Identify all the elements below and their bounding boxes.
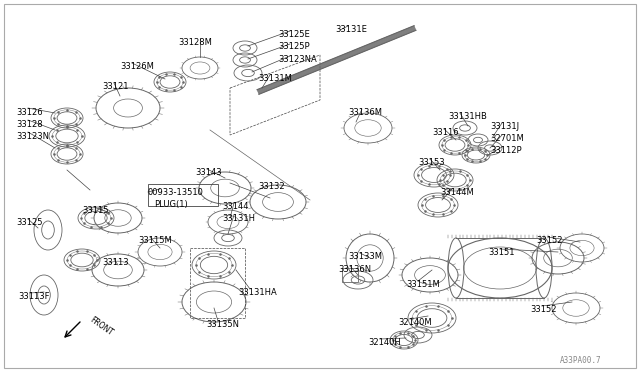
Text: 33113: 33113	[102, 258, 129, 267]
Text: 33125P: 33125P	[278, 42, 310, 51]
Text: 33115: 33115	[82, 206, 109, 215]
Text: 33144M: 33144M	[440, 188, 474, 197]
Bar	[190, 248, 245, 318]
Text: 33151M: 33151M	[406, 280, 440, 289]
Text: 33131HA: 33131HA	[238, 288, 276, 297]
Text: 33112P: 33112P	[490, 146, 522, 155]
Text: 33131HB: 33131HB	[448, 112, 487, 121]
Text: 33126: 33126	[16, 108, 43, 117]
Text: 33151: 33151	[488, 248, 515, 257]
Text: 33115M: 33115M	[138, 236, 172, 245]
Text: 33152: 33152	[536, 236, 563, 245]
Text: FRONT: FRONT	[88, 315, 115, 337]
Text: 33125E: 33125E	[278, 30, 310, 39]
Text: 33113F: 33113F	[18, 292, 49, 301]
Text: 33143: 33143	[195, 168, 221, 177]
Text: 33131H: 33131H	[222, 214, 255, 223]
Text: A33PA00.7: A33PA00.7	[560, 356, 602, 365]
Text: 33133M: 33133M	[348, 252, 382, 261]
Text: 33121: 33121	[102, 82, 129, 91]
Text: 33135N: 33135N	[206, 320, 239, 329]
Text: 32701M: 32701M	[490, 134, 524, 143]
Bar	[342, 268, 358, 282]
Text: 33144: 33144	[222, 202, 248, 211]
Text: 33125: 33125	[16, 218, 42, 227]
Text: 33123NA: 33123NA	[278, 55, 317, 64]
Text: 33131E: 33131E	[335, 25, 367, 34]
Text: 33131M: 33131M	[258, 74, 292, 83]
Text: 33126M: 33126M	[120, 62, 154, 71]
Text: 33128: 33128	[16, 120, 43, 129]
Text: 33152: 33152	[530, 305, 557, 314]
Text: 33136M: 33136M	[348, 108, 382, 117]
Text: PLUG(1): PLUG(1)	[154, 200, 188, 209]
Text: 33136N: 33136N	[338, 265, 371, 274]
Text: 33128M: 33128M	[178, 38, 212, 47]
Text: 33153: 33153	[418, 158, 445, 167]
Text: 32140H: 32140H	[368, 338, 401, 347]
Text: 00933-13510: 00933-13510	[148, 188, 204, 197]
Text: 33116: 33116	[432, 128, 459, 137]
Text: 32140M: 32140M	[398, 318, 431, 327]
Text: 33123N: 33123N	[16, 132, 49, 141]
Text: 33131J: 33131J	[490, 122, 519, 131]
Text: 33132: 33132	[258, 182, 285, 191]
